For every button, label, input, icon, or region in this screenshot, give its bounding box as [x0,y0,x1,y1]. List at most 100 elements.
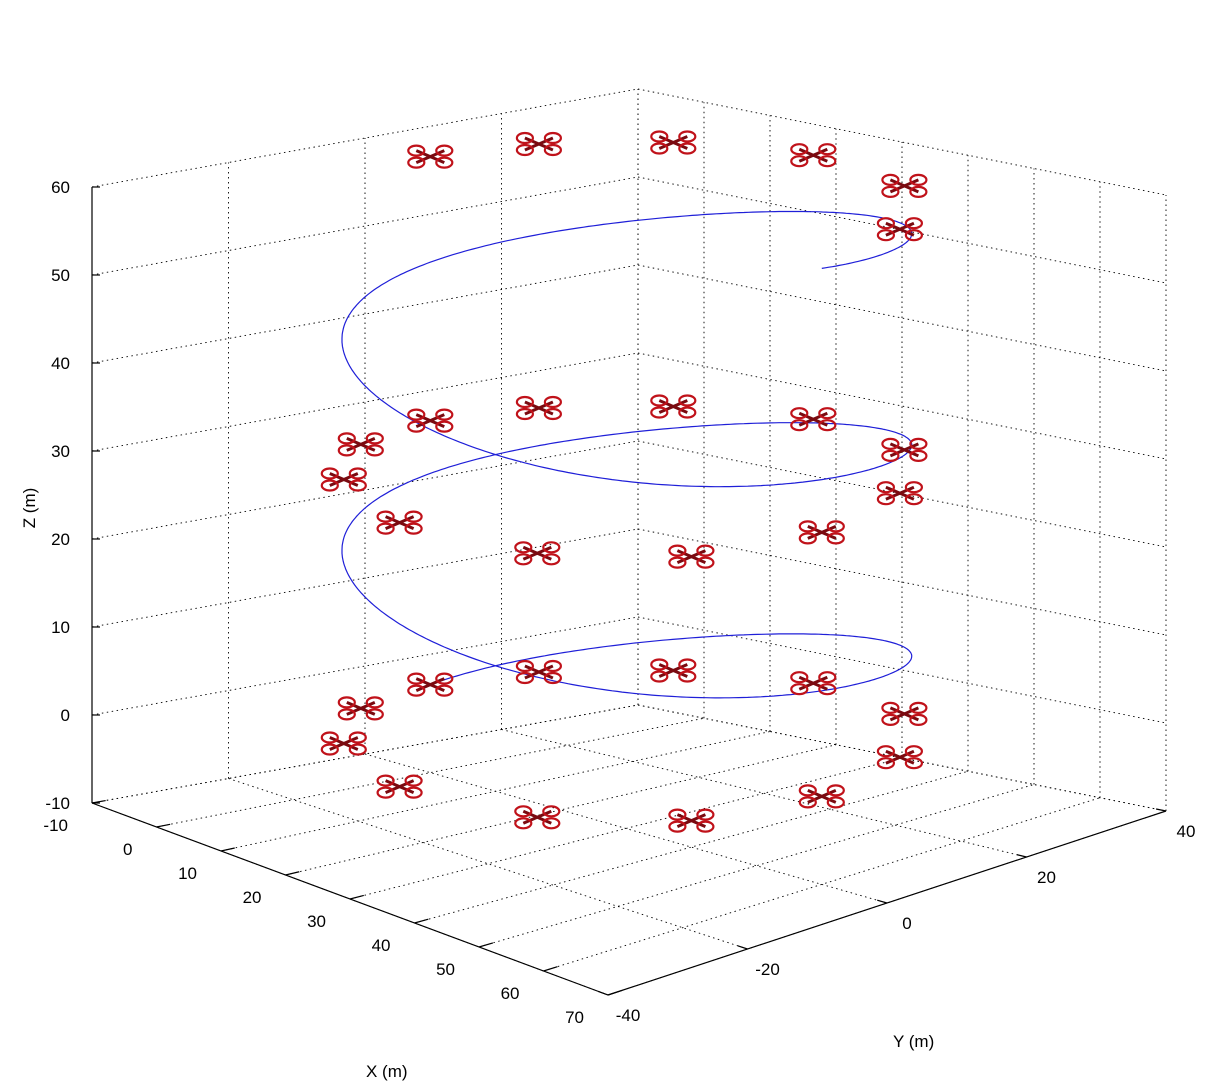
quadrotor-rotor [909,701,928,715]
quadrotor-arm [346,437,376,452]
quadrotor-rotor [404,522,423,535]
z-tick-label: 40 [51,354,70,373]
x-tick-label: 20 [243,888,262,907]
quadrotor-rotor [909,437,928,450]
quadrotor-marker [650,658,697,683]
quadrotor-rotor [337,432,356,445]
quadrotor-arm [807,789,837,804]
quadrotor-rotor [790,671,809,684]
quadrotor-rotor [818,671,837,684]
quadrotor-rotor [514,553,533,566]
quadrotor-rotor [435,156,454,169]
quadrotor-arm [329,472,359,487]
quadrotor-arm [676,549,706,564]
quadrotor-rotor [348,467,367,480]
quadrotor-rotor [826,784,845,797]
z-tick-label: -10 [45,794,70,813]
quadrotor-rotor [650,670,669,683]
quadrotor-rotor [650,130,669,143]
quadrotor-rotor [650,658,669,671]
quadrotor-rotor [542,553,561,566]
quadrotor-rotor [376,522,395,535]
x-tick-mark [156,823,171,828]
quadrotor-rotor [678,406,697,419]
z-tick-label: 60 [51,178,70,197]
y-tick-label: 0 [902,914,911,933]
quadrotor-rotor [696,556,715,569]
quadrotor-rotor [650,406,669,419]
y-tick-mark [877,899,888,904]
quadrotor-rotor [348,479,367,492]
quadrotor-rotor [909,449,928,462]
quadrotor-marker [881,173,928,198]
quadrotor-rotor [876,493,896,506]
quadrotor-rotor [407,672,426,685]
quadrotor-marker [790,143,837,168]
y-tick-label: 20 [1037,868,1056,887]
x-tick-label: 30 [307,912,326,931]
quadrotor-arm [798,411,828,427]
quadrotor-arm [658,135,688,150]
z-tick-label: 10 [51,618,70,637]
quadrotor-rotor [881,701,900,715]
quadrotor-rotor [365,696,384,709]
quadrotor-marker [876,217,924,242]
quadrotor-marker [514,541,561,566]
quadrotor-rotor [435,144,454,157]
quadrotor-rotor [876,217,896,230]
quadrotor-rotor [543,395,563,409]
x-axis-label: X (m) [366,1062,408,1081]
y-tick-mark [737,945,748,950]
quadrotor-arm [415,149,445,164]
quadrotor-marker [650,394,697,419]
quadrotor-rotor [904,493,924,506]
y-tick-mark [1016,854,1027,858]
quadrotor-arm [885,485,915,501]
quadrotor-marker [876,481,924,506]
quadrotor-rotor [826,520,845,533]
wall-grid-horizontal-line [91,440,639,540]
quadrotor-rotor [435,408,454,421]
quadrotor-rotor [337,708,356,721]
x-tick-label: 70 [565,1008,584,1027]
quadrotor-marker [514,805,561,830]
quadrotor-rotor [404,510,423,523]
z-tick-label: 50 [51,266,70,285]
x-tick-mark [478,942,494,948]
quadrotor-rotor [320,743,339,756]
quadrotor-rotor [904,217,924,230]
quadrotor-rotor [678,670,697,683]
quadrotor-rotor [881,713,900,727]
quadrotor-marker [320,467,367,492]
quadrotor-marker [515,395,563,421]
quadrotor-rotor [818,683,837,696]
quadrotor-rotor [650,142,669,155]
quadrotor-rotor [790,419,809,432]
quadrotor-arm [676,813,706,828]
quadrotor-rotor [514,541,533,554]
quadrotor-rotor [407,408,426,421]
quadrotor-rotor [435,672,454,685]
quadrotor-rotor [407,420,426,433]
quadrotor-rotor [376,510,395,523]
quadrotor-rotor [904,757,924,770]
quadrotor-rotor [826,796,845,809]
quadrotor-rotor [909,185,928,198]
quadrotor-rotor [826,532,845,545]
quadrotor-rotor [876,757,896,770]
quadrotor-rotor [790,683,809,696]
z-tick-label: 0 [61,706,70,725]
quadrotor-rotor [876,745,896,758]
floor-grid-y-line [228,778,748,950]
quadrotor-marker [881,701,928,727]
x-tick-mark [285,871,300,876]
axes-layer [91,186,1167,996]
quadrotor-rotor [515,407,535,421]
quadrotor-marker [790,671,837,696]
quadrotor-rotor [678,142,697,155]
quadrotor-marker [668,808,715,833]
quadrotor-marker [376,510,423,535]
quadrotor-arm [658,663,688,678]
x-tick-label: 10 [178,864,197,883]
quadrotor-rotor [376,786,395,799]
